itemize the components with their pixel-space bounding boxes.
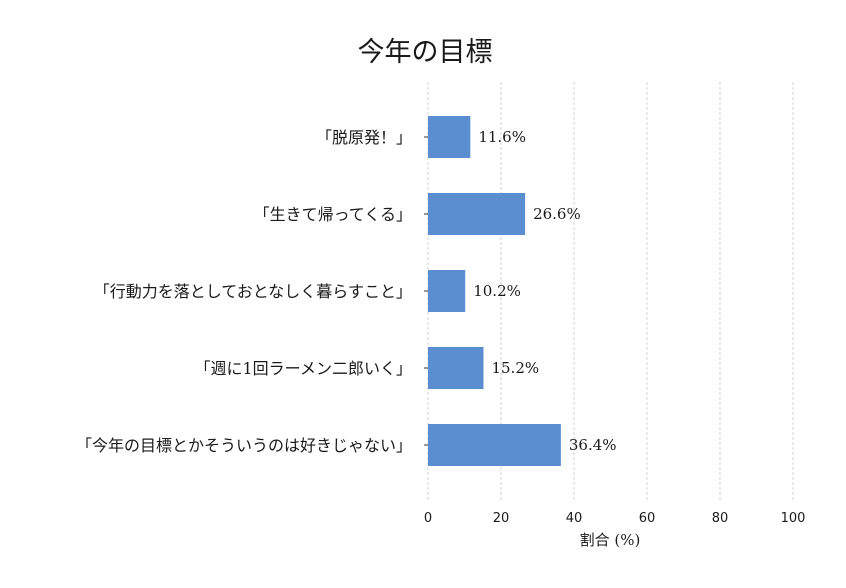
x-tick-label: 40	[566, 511, 583, 526]
y-category-label: 「生きて帰ってくる」	[254, 205, 412, 224]
x-tick-label: 0	[424, 511, 432, 526]
y-category-label: 「週に1回ラーメン二郎いく」	[194, 359, 412, 378]
bar-value-label: 10.2%	[473, 282, 521, 300]
bar	[428, 347, 484, 389]
x-tick-label: 80	[712, 511, 729, 526]
x-axis-label: 割合 (%)	[579, 531, 641, 549]
bars: 11.6% 26.6% 10.2% 15.2% 36.4%	[428, 116, 617, 466]
chart-title: 今年の目標	[357, 37, 493, 68]
y-category-label: 「行動力を落としておとなしく暮らすこと」	[94, 282, 412, 301]
bar-value-label: 26.6%	[533, 205, 581, 223]
x-tick-label: 100	[781, 511, 806, 526]
bar	[428, 193, 526, 235]
x-tick-label: 60	[639, 511, 656, 526]
bar	[428, 270, 466, 312]
bar-value-label: 11.6%	[478, 128, 526, 146]
x-tick-label: 20	[493, 511, 510, 526]
y-category-label: 「今年の目標とかそういうのは好きじゃない」	[76, 436, 412, 455]
bar-value-label: 15.2%	[491, 359, 539, 377]
y-category-label: 「脱原発！」	[316, 128, 412, 147]
bar-value-label: 36.4%	[569, 436, 617, 454]
y-axis: 「脱原発！」「生きて帰ってくる」「行動力を落としておとなしく暮らすこと」「週に1…	[76, 128, 428, 455]
bar	[428, 424, 561, 466]
bar	[428, 116, 471, 158]
x-axis: 0 20 40 60 80 100	[424, 511, 806, 526]
